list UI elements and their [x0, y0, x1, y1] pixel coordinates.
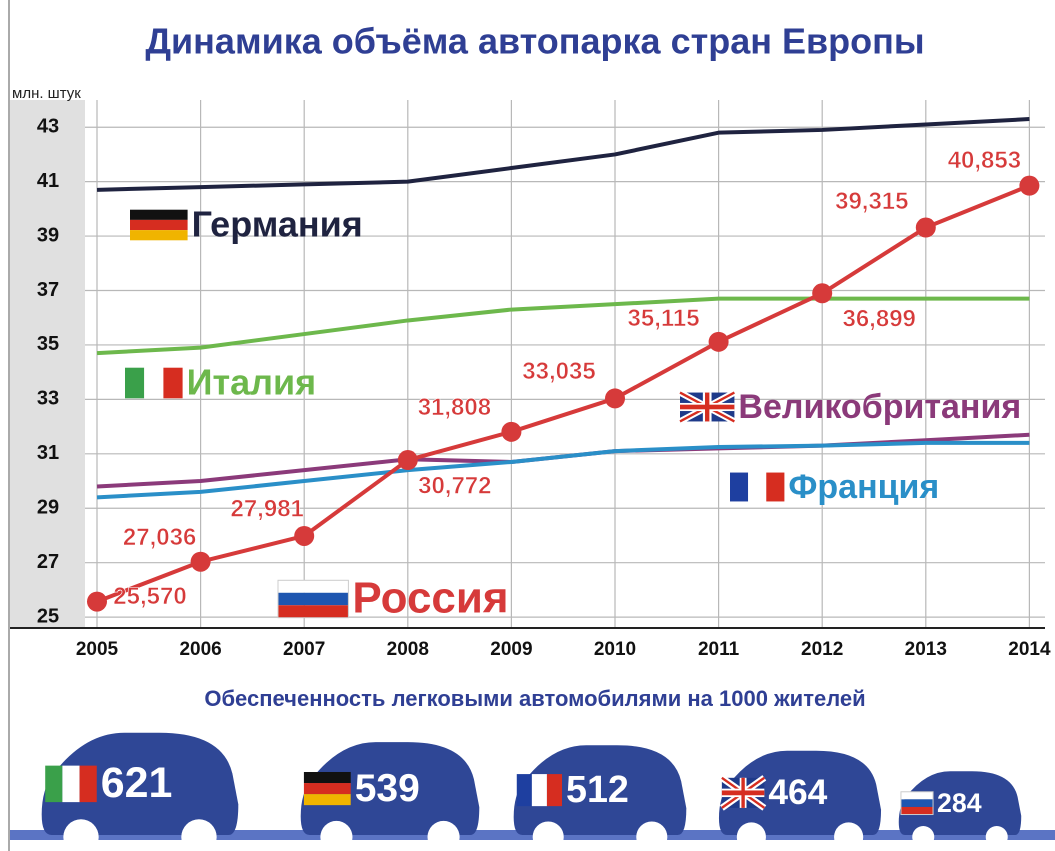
x-tick-label: 2009 [490, 639, 532, 660]
data-point [916, 218, 936, 238]
wheel-arch [912, 826, 934, 848]
flag-stripe [766, 473, 784, 502]
y-tick-label: 35 [37, 333, 59, 355]
data-label: 30,772 [418, 472, 491, 499]
data-point [87, 592, 107, 612]
y-axis-label: млн. штук [12, 85, 81, 102]
series-label: Великобритания [738, 388, 1021, 426]
y-tick-label: 27 [37, 551, 59, 573]
flag-stripe [532, 774, 547, 806]
x-tick-label: 2014 [1008, 639, 1051, 660]
flag-stripe [163, 368, 182, 399]
data-label: 36,899 [842, 306, 915, 333]
flag-stripe [278, 580, 348, 592]
flag [278, 580, 348, 617]
flag-stripe [705, 393, 709, 422]
x-tick-label: 2010 [594, 639, 636, 660]
series-label: Италия [187, 362, 317, 403]
data-label: 25,570 [113, 583, 186, 610]
x-tick-label: 2007 [283, 639, 325, 660]
flag-stripe [130, 220, 188, 230]
flag-stripe [304, 783, 351, 794]
flag-stripe [130, 230, 188, 240]
infographic: Динамика объёма автопарка стран Европы м… [0, 0, 1055, 851]
wheel-arch [737, 822, 766, 851]
y-tick-label: 39 [37, 224, 59, 246]
chart-title: Динамика объёма автопарка стран Европы [145, 21, 924, 62]
series-label: Россия [352, 574, 508, 623]
x-tick-label: 2005 [76, 639, 119, 660]
data-label: 35,115 [628, 305, 700, 332]
x-tick-label: 2008 [387, 639, 429, 660]
x-tick-label: 2012 [801, 639, 843, 660]
data-point [191, 552, 211, 572]
data-point [709, 332, 729, 352]
data-label: 39,315 [835, 188, 908, 215]
pictogram-value: 464 [768, 773, 827, 812]
data-label: 40,853 [948, 147, 1021, 174]
y-tick-label: 33 [37, 388, 59, 410]
pictogram-value: 539 [355, 767, 420, 810]
series-label: Франция [788, 468, 939, 506]
data-label: 31,808 [418, 394, 491, 421]
flag-stripe [901, 807, 933, 815]
flag-stripe [144, 368, 163, 399]
flag-stripe [125, 368, 144, 399]
flag-stripe [901, 799, 933, 807]
y-tick-label: 29 [37, 497, 59, 519]
data-point [501, 422, 521, 442]
y-tick-label: 25 [37, 605, 59, 627]
data-point [605, 388, 625, 408]
series-label: Германия [192, 204, 363, 245]
data-point [1019, 176, 1039, 196]
flag-stripe [304, 772, 351, 783]
flag-stripe [304, 794, 351, 805]
wheel-arch [986, 826, 1008, 848]
pictogram-value: 621 [101, 759, 173, 807]
x-tick-label: 2013 [905, 639, 947, 660]
x-tick-label: 2011 [698, 639, 740, 660]
flag-stripe [278, 605, 348, 617]
flag [125, 368, 183, 399]
data-point [812, 283, 832, 303]
flag-stripe [741, 778, 744, 808]
flag [901, 792, 933, 815]
flag-stripe [730, 473, 748, 502]
flag-stripe [517, 774, 532, 806]
data-point [398, 450, 418, 470]
pictogram-value: 284 [937, 788, 982, 818]
flag-stripe [80, 766, 97, 803]
flag [730, 473, 784, 502]
data-point [294, 526, 314, 546]
y-tick-label: 37 [37, 279, 59, 301]
flag-stripe [62, 766, 79, 803]
x-tick-label: 2006 [179, 639, 221, 660]
wheel-arch [834, 822, 863, 851]
y-tick-label: 31 [37, 442, 59, 464]
data-label: 27,036 [123, 524, 196, 551]
flag-stripe [130, 210, 188, 220]
data-label: 27,981 [230, 495, 303, 522]
pictogram-value: 512 [566, 768, 629, 810]
flag-stripe [547, 774, 562, 806]
flag [680, 393, 734, 422]
flag [45, 766, 97, 803]
flag [130, 210, 188, 241]
flag-stripe [901, 792, 933, 800]
flag [722, 778, 764, 808]
flag-stripe [748, 473, 766, 502]
data-label: 33,035 [522, 358, 595, 385]
pictogram-title: Обеспеченность легковыми автомобилями на… [204, 686, 865, 711]
flag-stripe [45, 766, 62, 803]
flag-stripe [278, 593, 348, 605]
y-tick-label: 41 [37, 170, 59, 192]
flag [517, 774, 562, 806]
flag [304, 772, 351, 805]
y-tick-label: 43 [37, 115, 59, 137]
